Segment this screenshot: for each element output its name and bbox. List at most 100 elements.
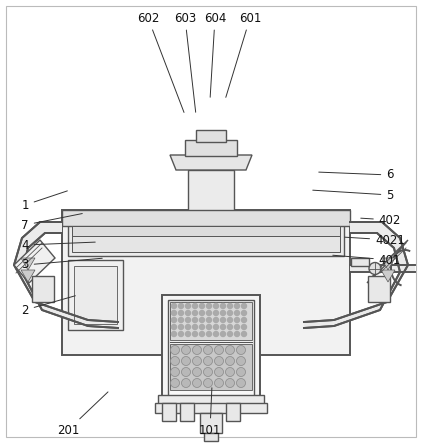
Circle shape: [241, 331, 246, 337]
Polygon shape: [170, 155, 252, 170]
Text: 602: 602: [137, 12, 184, 113]
Circle shape: [203, 378, 213, 388]
Circle shape: [221, 318, 225, 323]
Circle shape: [225, 346, 235, 354]
Bar: [190, 350, 232, 400]
Circle shape: [192, 346, 201, 354]
Circle shape: [206, 311, 211, 315]
Circle shape: [186, 303, 190, 308]
Text: 1: 1: [21, 191, 68, 211]
Circle shape: [227, 318, 233, 323]
Circle shape: [206, 331, 211, 337]
Circle shape: [206, 318, 211, 323]
Circle shape: [227, 325, 233, 330]
Circle shape: [200, 318, 205, 323]
Text: 601: 601: [226, 12, 261, 97]
Circle shape: [181, 368, 190, 377]
Bar: [180, 403, 194, 421]
Bar: [72, 220, 340, 252]
Circle shape: [170, 378, 179, 388]
Circle shape: [206, 325, 211, 330]
Text: 402: 402: [361, 214, 401, 226]
Circle shape: [181, 357, 190, 365]
Bar: [226, 403, 240, 421]
Circle shape: [171, 311, 176, 315]
Circle shape: [203, 346, 213, 354]
Circle shape: [192, 368, 201, 377]
Bar: [62, 210, 350, 226]
Text: 4: 4: [21, 238, 95, 252]
Circle shape: [241, 303, 246, 308]
Bar: [200, 413, 222, 433]
Circle shape: [214, 311, 219, 315]
Bar: [32, 276, 54, 302]
Circle shape: [186, 318, 190, 323]
Circle shape: [192, 311, 197, 315]
Circle shape: [181, 346, 190, 354]
Polygon shape: [367, 240, 408, 283]
Circle shape: [235, 331, 240, 337]
Polygon shape: [14, 240, 55, 283]
Circle shape: [227, 303, 233, 308]
Circle shape: [200, 331, 205, 337]
Circle shape: [225, 368, 235, 377]
Circle shape: [221, 303, 225, 308]
Bar: [185, 140, 237, 156]
Bar: [158, 395, 264, 407]
Bar: [170, 344, 252, 390]
Circle shape: [171, 331, 176, 337]
Circle shape: [221, 331, 225, 337]
Circle shape: [214, 357, 224, 365]
Circle shape: [369, 263, 381, 275]
Circle shape: [192, 303, 197, 308]
Circle shape: [179, 325, 184, 330]
Bar: [168, 300, 254, 398]
Circle shape: [186, 325, 190, 330]
Bar: [162, 403, 176, 421]
Text: 3: 3: [22, 258, 102, 272]
Circle shape: [186, 311, 190, 315]
Bar: [72, 226, 340, 236]
Circle shape: [235, 325, 240, 330]
Polygon shape: [381, 258, 395, 270]
Circle shape: [192, 378, 201, 388]
Bar: [62, 210, 350, 355]
Bar: [351, 258, 369, 266]
Bar: [155, 403, 267, 413]
Polygon shape: [304, 222, 408, 328]
Bar: [162, 295, 260, 403]
Circle shape: [179, 331, 184, 337]
Circle shape: [236, 357, 246, 365]
Circle shape: [235, 311, 240, 315]
Text: 2: 2: [21, 296, 76, 316]
Polygon shape: [21, 258, 35, 270]
Circle shape: [192, 318, 197, 323]
Circle shape: [200, 325, 205, 330]
Circle shape: [214, 346, 224, 354]
Text: 603: 603: [174, 12, 196, 112]
Bar: [68, 216, 344, 256]
Bar: [68, 260, 123, 330]
Circle shape: [186, 331, 190, 337]
Circle shape: [170, 368, 179, 377]
Circle shape: [241, 325, 246, 330]
Text: 101: 101: [199, 388, 221, 436]
Circle shape: [179, 303, 184, 308]
Circle shape: [200, 311, 205, 315]
Circle shape: [171, 318, 176, 323]
Bar: [196, 130, 226, 142]
Circle shape: [236, 368, 246, 377]
Circle shape: [203, 357, 213, 365]
Circle shape: [236, 346, 246, 354]
Circle shape: [206, 303, 211, 308]
Polygon shape: [21, 270, 35, 282]
Bar: [74, 266, 117, 324]
Text: 4021: 4021: [345, 233, 405, 246]
Circle shape: [235, 318, 240, 323]
Text: 201: 201: [57, 392, 108, 436]
Circle shape: [225, 378, 235, 388]
Circle shape: [192, 331, 197, 337]
Circle shape: [214, 331, 219, 337]
Text: 5: 5: [313, 189, 394, 202]
Circle shape: [171, 325, 176, 330]
